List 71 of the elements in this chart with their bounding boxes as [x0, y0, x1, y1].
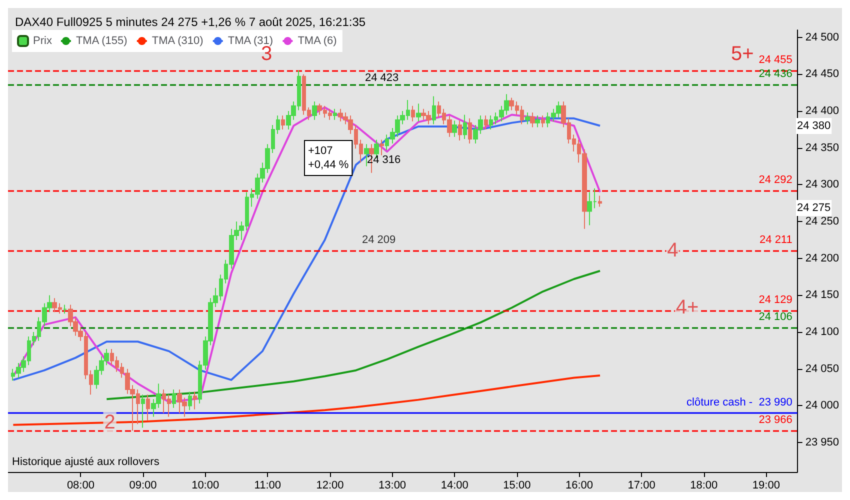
x-tick-label: 13:00 — [378, 480, 406, 492]
ref-line-label: clôture cash - 23 990 — [686, 396, 792, 409]
candlestick — [380, 139, 384, 156]
candlestick — [281, 114, 285, 130]
candlestick — [141, 394, 145, 428]
x-tick-label: 18:00 — [690, 480, 718, 492]
chart-title: DAX40 Full0925 5 minutes 24 275 +1,26 % 7 août 2025, 16:21:35 — [15, 15, 366, 29]
candlestick — [333, 108, 337, 120]
legend-label: Prix — [33, 35, 52, 47]
ref-line-label: 24 455 — [758, 54, 792, 66]
y-tick-label: 24 300 — [805, 178, 840, 191]
x-tick-label: 19:00 — [752, 480, 780, 492]
candlestick — [416, 103, 421, 122]
y-tick-label: 24 250 — [805, 216, 840, 228]
annotation: Historique ajusté aux rollovers — [12, 456, 160, 468]
candlestick — [146, 394, 150, 421]
y-tick-label: 24 400 — [805, 105, 840, 118]
y-tick-label: 24 100 — [805, 326, 840, 338]
ref-line-label: 24 211 — [760, 234, 792, 246]
annotation: 24 380 — [797, 120, 831, 132]
y-tick-label: 24 500 — [805, 31, 840, 44]
y-tick-label: 24 050 — [805, 362, 840, 375]
annotation: 24 209 — [362, 234, 396, 246]
candlestick — [193, 391, 197, 410]
y-tick-label: 24 450 — [805, 68, 840, 80]
candlestick — [598, 195, 602, 208]
candlestick — [525, 112, 530, 125]
x-tick-label: 17:00 — [628, 480, 656, 492]
legend-label: TMA (6) — [298, 35, 337, 47]
candlestick — [63, 304, 67, 314]
ref-line-label: 24 436 — [758, 68, 792, 80]
x-tick-label: 16:00 — [565, 480, 594, 492]
legend-label: TMA (155) — [76, 35, 128, 47]
candlestick — [535, 114, 540, 128]
x-tick-label: 11:00 — [254, 480, 282, 492]
candlestick — [364, 144, 369, 167]
line-series — [106, 270, 602, 400]
candlestick — [411, 105, 415, 122]
ref-line-label: 24 129 — [758, 294, 792, 306]
candlestick — [530, 112, 535, 128]
candlestick — [452, 120, 457, 138]
ref-line-label: 23 966 — [758, 414, 792, 426]
x-tick-label: 15:00 — [503, 480, 531, 492]
candlestick — [432, 96, 436, 125]
x-tick-label: 12:00 — [316, 480, 344, 492]
candlestick — [463, 114, 467, 140]
x-tick-label: 09:00 — [129, 480, 157, 492]
candlestick — [484, 114, 488, 130]
x-tick-label: 14:00 — [440, 480, 468, 492]
candlestick — [312, 100, 317, 120]
y-tick-label: 24 000 — [805, 400, 840, 412]
annotation: 24 423 — [365, 72, 399, 84]
annotation: +107 +0,44 % — [308, 145, 349, 171]
y-tick-label: 24 150 — [805, 289, 840, 302]
annotation: 5+ — [731, 43, 754, 65]
ref-line-label: 24 106 — [758, 311, 792, 324]
candlestick — [468, 118, 472, 144]
candlestick — [188, 391, 192, 411]
annotation: 4 — [667, 239, 678, 262]
annotation: 24 275 — [797, 202, 831, 214]
y-tick-label: 24 350 — [805, 142, 840, 154]
x-tick-label: 10:00 — [192, 480, 220, 492]
candlestick — [541, 114, 545, 128]
ref-line-label: 24 292 — [758, 174, 792, 186]
legend-label: TMA (310) — [152, 35, 204, 47]
x-tick-label: 08:00 — [66, 480, 94, 492]
candlestick — [172, 388, 176, 408]
candlestick — [458, 120, 462, 141]
y-tick-label: 23 950 — [805, 436, 840, 449]
annotation: 4+ — [676, 296, 699, 319]
y-tick-label: 24 200 — [805, 252, 840, 264]
